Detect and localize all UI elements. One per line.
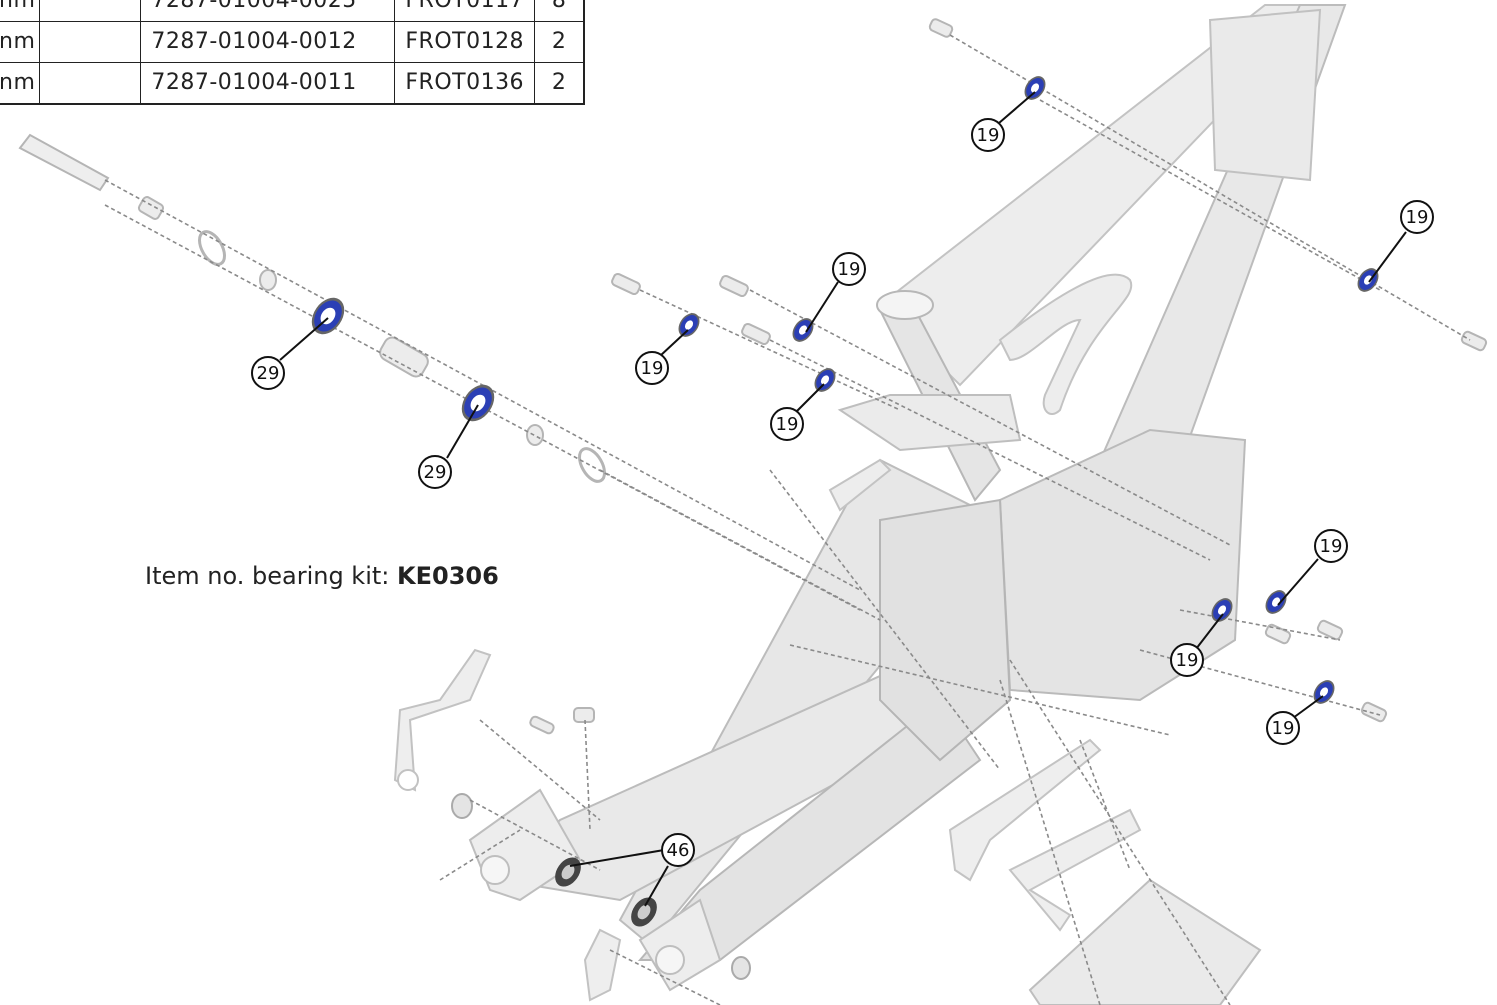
- item-code-cell: FROT0136: [394, 62, 536, 105]
- bearing-19: [1357, 268, 1379, 292]
- blank-cell: [39, 0, 142, 22]
- link-arm: [828, 458, 892, 512]
- bearing-kit-prefix: Item no. bearing kit:: [145, 562, 397, 590]
- size-cell: nm: [0, 21, 41, 63]
- part-number-cell: 7287-01004-0011: [140, 62, 396, 105]
- callout-19: 19: [770, 407, 804, 441]
- dropout-eye-left: [480, 855, 510, 885]
- item-code-cell: FROT0128: [394, 21, 536, 63]
- callout-19: 19: [1170, 643, 1204, 677]
- callout-29: 29: [251, 356, 285, 390]
- callout-19: 19: [635, 351, 669, 385]
- pivot-block: [879, 498, 1012, 762]
- callout-29: 29: [418, 455, 452, 489]
- size-cell: nm: [0, 62, 41, 105]
- bearing-19: [1265, 590, 1287, 614]
- callout-label: 29: [257, 363, 280, 384]
- seat-tube-opening: [876, 290, 934, 320]
- callout-label: 19: [1320, 536, 1343, 557]
- callouts: 19 19 19 19 19 19 19 19 29 29 46: [251, 118, 1434, 867]
- callout-19: 19: [1266, 711, 1300, 745]
- table-row: nm 7287-01004-0011 FROT0136 2: [0, 62, 585, 105]
- shock-mount: [837, 394, 1022, 452]
- callout-label: 29: [424, 462, 447, 483]
- quantity-cell: 8: [534, 0, 585, 22]
- table-row: nm 7287-01004-0012 FROT0128 2: [0, 21, 585, 63]
- quantity-cell: 2: [534, 21, 585, 63]
- callout-label: 19: [1406, 207, 1429, 228]
- hanger-right: [583, 928, 622, 1002]
- callout-19: 19: [1314, 529, 1348, 563]
- thru-axle: [18, 133, 110, 192]
- bearing-19: [792, 318, 814, 342]
- part-number-cell: 7287-01004-0025: [140, 0, 396, 22]
- bushing-46: [631, 897, 657, 927]
- item-code-cell: FROT0117: [394, 0, 536, 22]
- dropout-eye-right: [655, 945, 685, 975]
- callout-label: 46: [667, 840, 690, 861]
- bearings: [311, 76, 1379, 927]
- callout-label: 19: [1176, 650, 1199, 671]
- washer: [578, 447, 606, 483]
- bearing-19: [814, 368, 836, 392]
- quantity-cell: 2: [534, 62, 585, 105]
- brake-mount-1: [948, 738, 1102, 882]
- size-cell: nm: [0, 0, 41, 22]
- rocker-link: [998, 273, 1133, 415]
- callout-label: 19: [1272, 718, 1295, 739]
- callout-label: 19: [776, 414, 799, 435]
- hanger-left: [393, 648, 492, 792]
- washer: [198, 230, 226, 266]
- callout-label: 19: [977, 125, 1000, 146]
- bearing-29: [461, 384, 495, 422]
- blank-cell: [39, 62, 142, 105]
- callout-19: 19: [971, 118, 1005, 152]
- blank-cell: [39, 21, 142, 63]
- bearing-19: [678, 313, 700, 337]
- callout-19: 19: [1400, 200, 1434, 234]
- bearing-parts-table: nm 7287-01004-0025 FROT0117 8 nm 7287-01…: [0, 0, 586, 105]
- callout-label: 19: [838, 259, 861, 280]
- frame-ghost: [393, 4, 1347, 1005]
- leader-lines: [279, 91, 1407, 907]
- motor-guard: [1028, 878, 1262, 1005]
- callout-46: 46: [661, 833, 695, 867]
- bearing-19: [1024, 76, 1046, 100]
- table-row: nm 7287-01004-0025 FROT0117 8: [0, 0, 585, 22]
- callout-19: 19: [832, 252, 866, 286]
- part-number-cell: 7287-01004-0012: [140, 21, 396, 63]
- bearing-19: [1211, 598, 1233, 622]
- brake-mount-2: [1008, 808, 1142, 932]
- callout-label: 19: [641, 358, 664, 379]
- battery-cover: [1208, 8, 1322, 182]
- bearing-kit-label: Item no. bearing kit: KE0306: [145, 562, 499, 590]
- motor-housing: [998, 428, 1247, 702]
- bearing-kit-code: KE0306: [397, 562, 499, 590]
